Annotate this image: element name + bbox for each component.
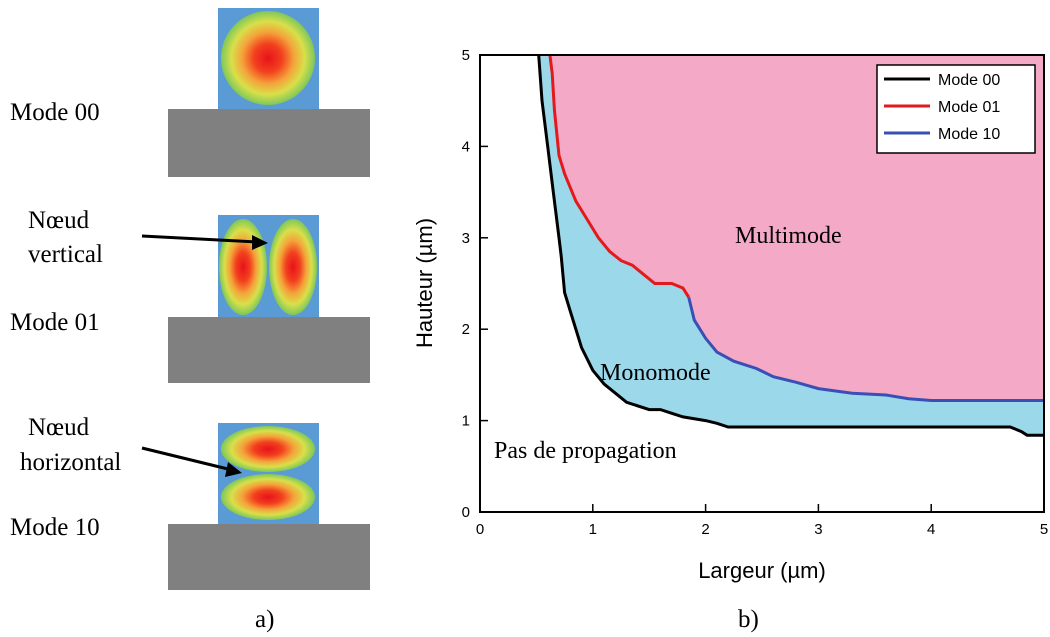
y-axis-ticks: 0 1 2 3 4 5 [462,47,488,521]
series-line-mode-00 [537,54,1044,437]
region-label-multimode: Multimode [735,223,842,249]
x-axis-label: Largeur (µm) [698,558,826,583]
x-tick-label: 0 [476,521,484,538]
mode-lobe-bottom [221,474,315,520]
arrowhead-horizontal-node [225,462,242,477]
mode-lobe-left [219,219,267,315]
series-line-mode-01 [548,54,690,298]
mode-10-diagram [168,423,370,590]
x-tick-label: 5 [1040,521,1048,538]
y-tick-label: 0 [462,504,470,521]
panel-a: Mode 00 Nœud vertical Mode 01 Nœud horiz… [10,8,370,633]
legend: Mode 00 Mode 01 Mode 10 [876,64,1036,154]
legend-label: Mode 10 [938,126,1000,143]
x-tick-label: 3 [814,521,822,538]
arrow-vertical-node [141,234,259,244]
mode-10-note-line1: Nœud [28,414,90,441]
plot-frame [479,54,1045,513]
mode-01-note-line1: Nœud [28,207,90,234]
arrow-horizontal-node [141,446,233,472]
x-axis-ticks: 0 1 2 3 4 5 [476,504,1048,538]
series-lines [537,54,1044,437]
series-line-mode-10 [687,296,1044,402]
legend-label: Mode 01 [938,99,1000,116]
mode-lobe-top [221,426,315,472]
mode-10-note-line2: horizontal [20,449,121,476]
mode-lobe-right [269,219,317,315]
region-monomode [538,55,1044,436]
mode-lobe [221,11,315,105]
substrate-rect [168,109,370,177]
panel-b-caption: b) [738,606,759,633]
mode-00-label: Mode 00 [10,99,100,126]
x-tick-label: 2 [701,521,709,538]
substrate-rect [168,524,370,590]
legend-items: Mode 00 Mode 01 Mode 10 [884,72,1000,143]
arrowhead-vertical-node [252,235,268,250]
x-tick-label: 1 [589,521,597,538]
panel-a-caption: a) [255,606,274,633]
y-tick-label: 4 [462,138,470,155]
substrate-rect [168,317,370,383]
mode-10-label: Mode 10 [10,514,100,541]
y-tick-label: 2 [462,321,470,338]
region-label-monomode: Monomode [600,360,711,386]
region-label-no-propagation: Pas de propagation [494,438,677,464]
y-tick-label: 5 [462,47,470,64]
x-tick-label: 4 [927,521,935,538]
y-axis-label: Hauteur (µm) [412,218,437,348]
y-tick-label: 3 [462,230,470,247]
mode-01-label: Mode 01 [10,309,100,336]
legend-label: Mode 00 [938,72,1000,89]
mode-00-diagram [168,8,370,177]
y-tick-label: 1 [462,413,470,430]
mode-01-note-line2: vertical [28,241,103,268]
